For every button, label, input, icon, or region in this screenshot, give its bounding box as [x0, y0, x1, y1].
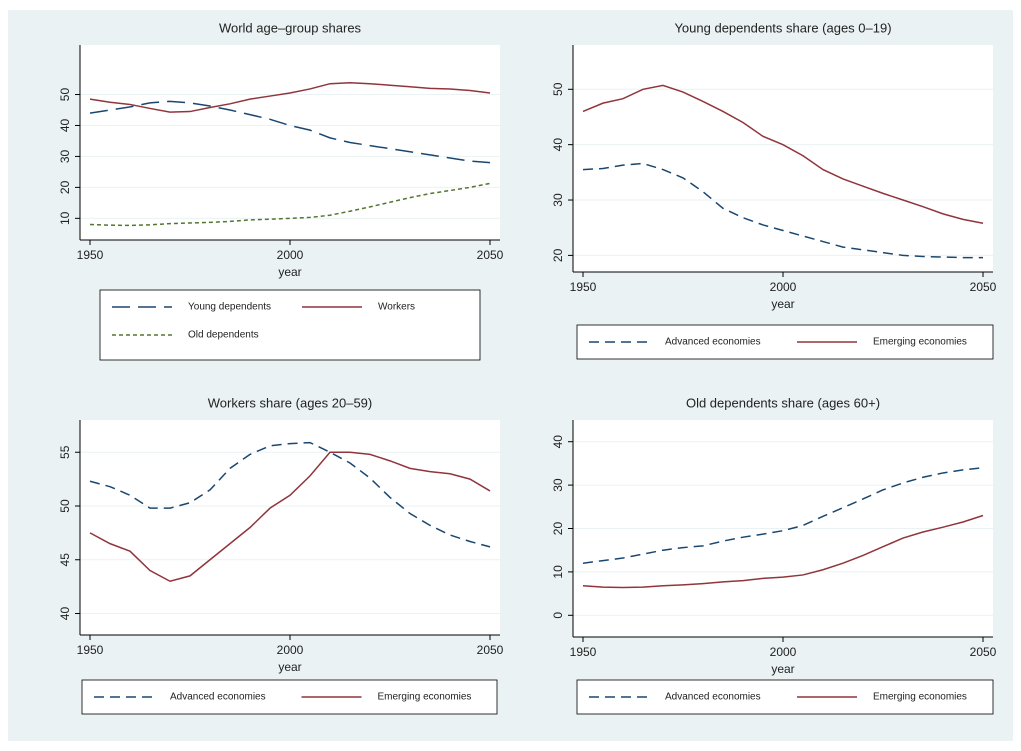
legend-box: [99, 289, 481, 361]
legend-label: Old dependents: [188, 330, 259, 341]
y-tick-label: 40: [58, 118, 72, 132]
y-tick-label: 50: [551, 82, 565, 96]
x-axis-title: year: [278, 660, 301, 674]
series-line: [582, 514, 984, 589]
y-tick-label: 30: [551, 193, 565, 207]
legend-label: Emerging economies: [873, 692, 967, 703]
y-tick-label: 55: [58, 445, 72, 459]
y-tick-label: 40: [58, 607, 72, 621]
series-line: [89, 441, 491, 548]
series-line: [89, 82, 491, 113]
x-tick-label: 2000: [770, 645, 797, 659]
y-tick-label: 30: [551, 478, 565, 492]
chart-title: Young dependents share (ages 0–19): [674, 20, 891, 35]
series-line: [582, 84, 984, 225]
x-tick-label: 2000: [277, 643, 304, 657]
series-line: [89, 182, 491, 227]
series-line: [582, 162, 983, 259]
x-tick-label: 2050: [970, 645, 997, 659]
legend-label: Advanced economies: [665, 337, 761, 348]
y-tick-label: 10: [58, 211, 72, 225]
series-line: [89, 100, 491, 164]
plot-area: [573, 45, 993, 272]
x-tick-label: 2000: [770, 280, 797, 294]
legend-label: Advanced economies: [665, 692, 761, 703]
y-tick-label: 20: [551, 248, 565, 262]
x-tick-label: 1950: [570, 280, 597, 294]
y-tick-label: 40: [551, 138, 565, 152]
y-tick-label: 20: [551, 522, 565, 536]
x-axis-title: year: [771, 662, 794, 676]
chart-title: Old dependents share (ages 60+): [686, 395, 880, 410]
chart-title: World age–group shares: [219, 20, 362, 35]
plot-area: [80, 420, 500, 635]
x-tick-label: 1950: [77, 248, 104, 262]
legend-label: Young dependents: [188, 302, 271, 313]
x-axis-title: year: [771, 297, 794, 311]
y-tick-label: 10: [551, 565, 565, 579]
x-tick-label: 2050: [970, 280, 997, 294]
series-line: [89, 451, 491, 583]
legend-label: Emerging economies: [378, 692, 472, 703]
x-axis-title: year: [278, 265, 301, 279]
legend-label: Advanced economies: [170, 692, 266, 703]
y-tick-label: 20: [58, 180, 72, 194]
x-tick-label: 2050: [477, 643, 504, 657]
legend-label: Workers: [378, 302, 415, 313]
legend-label: Emerging economies: [873, 337, 967, 348]
plot-area: [80, 45, 500, 240]
y-tick-label: 50: [58, 499, 72, 513]
x-tick-label: 1950: [570, 645, 597, 659]
x-tick-label: 2000: [277, 248, 304, 262]
y-tick-label: 40: [551, 435, 565, 449]
y-tick-label: 30: [58, 149, 72, 163]
x-tick-label: 1950: [77, 643, 104, 657]
chart-title: Workers share (ages 20–59): [208, 395, 373, 410]
y-tick-label: 50: [58, 88, 72, 102]
series-line: [582, 466, 984, 564]
x-tick-label: 2050: [477, 248, 504, 262]
y-tick-label: 0: [551, 612, 565, 619]
y-tick-label: 45: [58, 553, 72, 567]
